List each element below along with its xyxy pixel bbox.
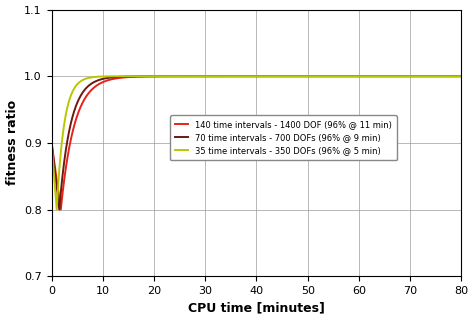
140 time intervals - 1400 DOF (96% @ 11 min) bbox=[446, 74, 452, 78]
70 time intervals - 700 DOFs (96% @ 9 min) bbox=[49, 141, 55, 145]
70 time intervals - 700 DOFs (96% @ 9 min) bbox=[244, 74, 249, 78]
35 time intervals - 350 DOFs (96% @ 5 min) bbox=[446, 74, 452, 78]
140 time intervals - 1400 DOF (96% @ 11 min) bbox=[49, 141, 55, 145]
35 time intervals - 350 DOFs (96% @ 5 min) bbox=[221, 74, 227, 78]
Line: 140 time intervals - 1400 DOF (96% @ 11 min): 140 time intervals - 1400 DOF (96% @ 11 … bbox=[52, 76, 461, 210]
70 time intervals - 700 DOFs (96% @ 9 min) bbox=[426, 74, 431, 78]
35 time intervals - 350 DOFs (96% @ 5 min) bbox=[316, 74, 322, 78]
140 time intervals - 1400 DOF (96% @ 11 min) bbox=[224, 74, 230, 78]
Legend: 140 time intervals - 1400 DOF (96% @ 11 min), 70 time intervals - 700 DOFs (96% : 140 time intervals - 1400 DOF (96% @ 11 … bbox=[171, 115, 397, 160]
140 time intervals - 1400 DOF (96% @ 11 min) bbox=[244, 74, 249, 78]
70 time intervals - 700 DOFs (96% @ 9 min) bbox=[56, 208, 62, 212]
140 time intervals - 1400 DOF (96% @ 11 min) bbox=[221, 74, 227, 78]
70 time intervals - 700 DOFs (96% @ 9 min) bbox=[346, 74, 352, 78]
X-axis label: CPU time [minutes]: CPU time [minutes] bbox=[188, 301, 325, 315]
140 time intervals - 1400 DOF (96% @ 11 min) bbox=[426, 74, 431, 78]
70 time intervals - 700 DOFs (96% @ 9 min) bbox=[446, 74, 452, 78]
140 time intervals - 1400 DOF (96% @ 11 min) bbox=[458, 74, 464, 78]
Line: 35 time intervals - 350 DOFs (96% @ 5 min): 35 time intervals - 350 DOFs (96% @ 5 mi… bbox=[52, 76, 461, 210]
35 time intervals - 350 DOFs (96% @ 5 min) bbox=[244, 74, 249, 78]
70 time intervals - 700 DOFs (96% @ 9 min) bbox=[224, 74, 230, 78]
140 time intervals - 1400 DOF (96% @ 11 min) bbox=[58, 208, 64, 212]
70 time intervals - 700 DOFs (96% @ 9 min) bbox=[458, 74, 464, 78]
35 time intervals - 350 DOFs (96% @ 5 min) bbox=[458, 74, 464, 78]
35 time intervals - 350 DOFs (96% @ 5 min) bbox=[426, 74, 431, 78]
70 time intervals - 700 DOFs (96% @ 9 min) bbox=[456, 74, 461, 78]
35 time intervals - 350 DOFs (96% @ 5 min) bbox=[54, 208, 60, 212]
35 time intervals - 350 DOFs (96% @ 5 min) bbox=[346, 74, 352, 78]
35 time intervals - 350 DOFs (96% @ 5 min) bbox=[49, 141, 55, 145]
70 time intervals - 700 DOFs (96% @ 9 min) bbox=[221, 74, 227, 78]
Line: 70 time intervals - 700 DOFs (96% @ 9 min): 70 time intervals - 700 DOFs (96% @ 9 mi… bbox=[52, 76, 461, 210]
35 time intervals - 350 DOFs (96% @ 5 min) bbox=[224, 74, 230, 78]
140 time intervals - 1400 DOF (96% @ 11 min) bbox=[346, 74, 352, 78]
Y-axis label: fitness ratio: fitness ratio bbox=[6, 100, 18, 185]
